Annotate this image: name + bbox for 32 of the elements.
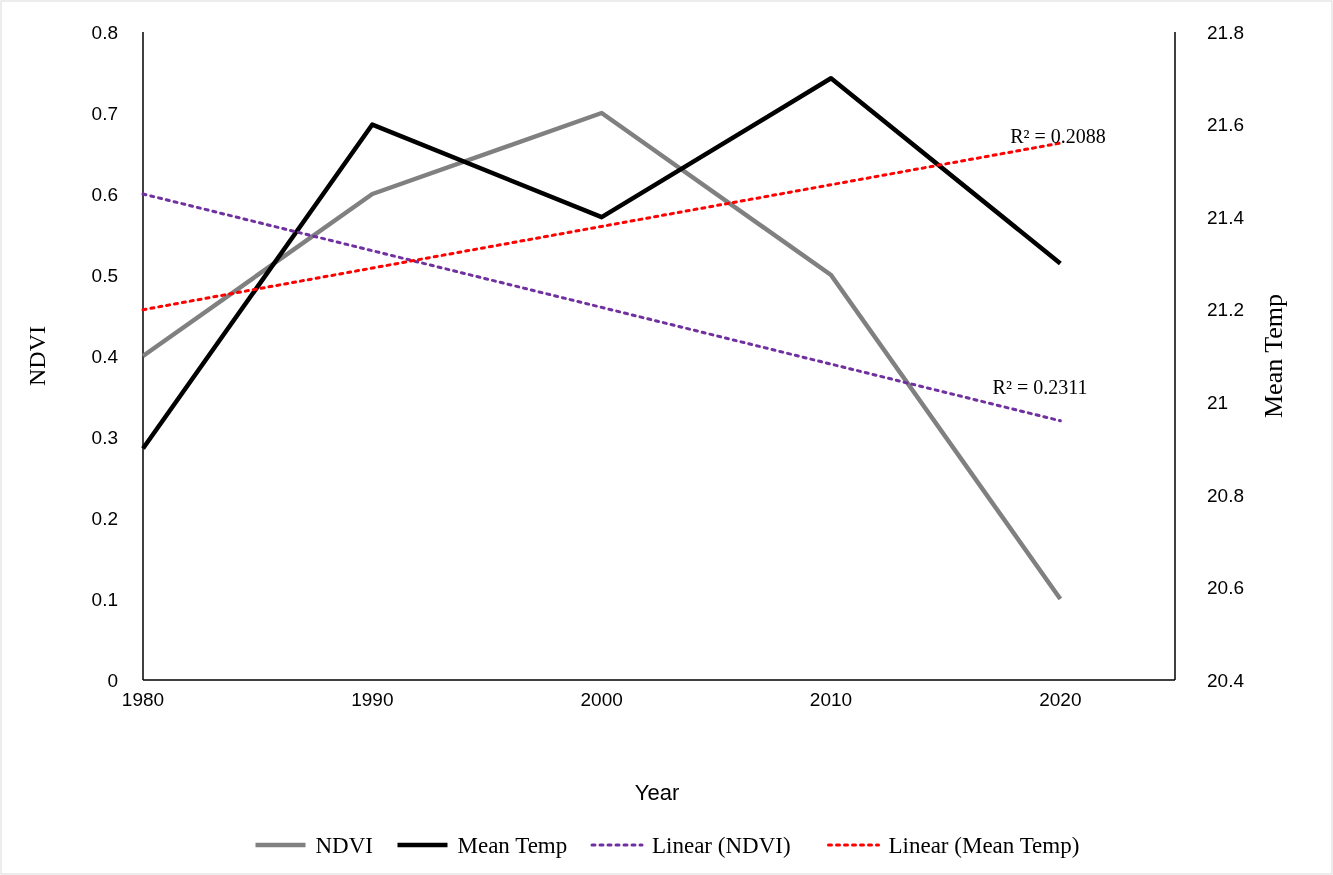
y-tick-label: 0.8 (91, 21, 118, 43)
y2-tick-label: 20.6 (1207, 577, 1244, 599)
y-tick-label: 0.3 (91, 426, 118, 448)
y-tick-label: 0.5 (91, 264, 118, 286)
y-tick-label: 0.1 (91, 588, 118, 610)
annotation: R² = 0.2088 (1010, 125, 1106, 147)
legend-label: NDVI (315, 833, 373, 859)
legend-label: Mean Temp (457, 833, 568, 859)
y2-tick-label: 20.8 (1207, 484, 1244, 506)
y2-tick-label: 20.4 (1207, 669, 1245, 691)
y2-axis-title: Mean Temp (1259, 293, 1288, 419)
x-tick-label: 2000 (580, 689, 623, 710)
x-tick-label: 2010 (809, 689, 853, 710)
y2-tick-label: 21.6 (1207, 114, 1244, 136)
legend-label: Linear (NDVI) (652, 833, 791, 859)
line-series (141, 141, 1062, 312)
y2-tick-label: 21 (1207, 391, 1229, 413)
y2-tick-label: 21.2 (1207, 299, 1244, 321)
y-axis-title: NDVI (24, 326, 50, 386)
y2-tick-label: 21.4 (1207, 206, 1245, 228)
y-tick-label: 0 (107, 669, 118, 691)
x-tick-label: 2020 (1039, 689, 1082, 710)
y-tick-label: 0.2 (91, 507, 118, 529)
x-tick-label: 1980 (121, 689, 165, 710)
y2-tick-label: 21.8 (1207, 21, 1244, 43)
legend-label: Linear (Mean Temp) (888, 833, 1080, 859)
y-tick-label: 0.4 (91, 345, 119, 367)
annotation: R² = 0.2311 (992, 376, 1088, 398)
y-tick-label: 0.6 (91, 183, 118, 205)
y-tick-label: 0.7 (91, 102, 118, 124)
x-tick-label: 1990 (351, 689, 394, 710)
x-axis-title: Year (634, 780, 680, 805)
